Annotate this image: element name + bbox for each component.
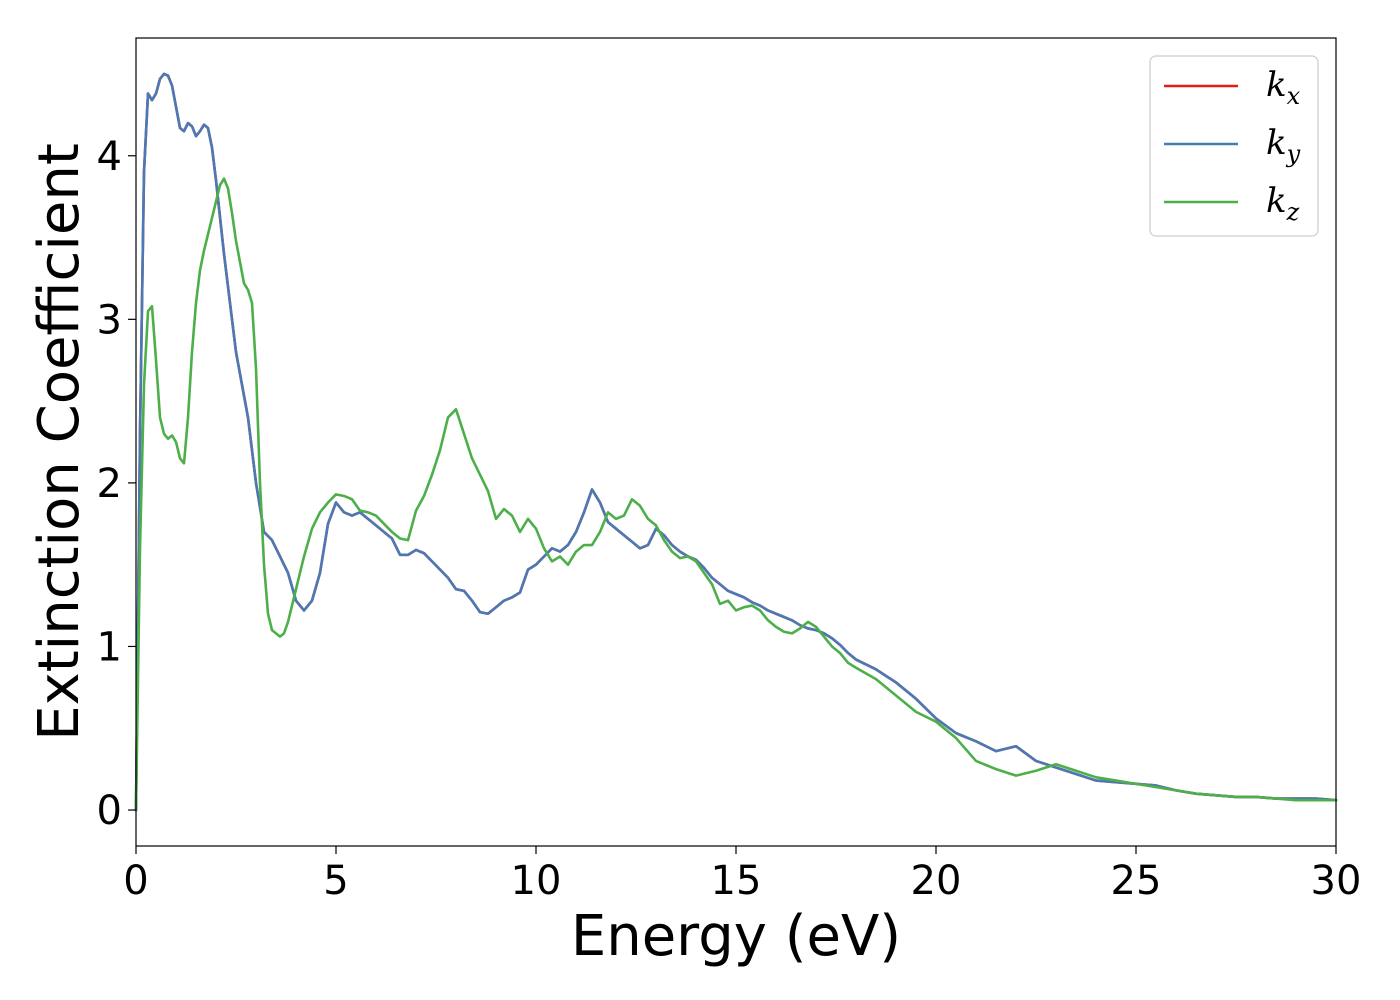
y-tick-label: 1	[97, 624, 122, 670]
y-axis: 0 1 2 3 4	[97, 134, 136, 834]
x-tick-label: 15	[711, 858, 762, 904]
legend: kx ky kz	[1149, 55, 1319, 237]
x-axis-title: Energy (eV)	[571, 904, 901, 969]
x-tick-label: 10	[511, 858, 562, 904]
y-axis-title: Extinction Coefficient	[27, 143, 92, 741]
legend-label-kx: kx	[1266, 65, 1301, 110]
x-tick-label: 30	[1311, 858, 1362, 904]
legend-label-ky: ky	[1266, 123, 1301, 168]
y-tick-label: 0	[97, 788, 122, 834]
legend-label-kz: kz	[1266, 181, 1300, 226]
x-tick-label: 5	[323, 858, 348, 904]
legend-frame	[1149, 55, 1319, 237]
y-tick-label: 3	[97, 297, 122, 343]
y-tick-label: 4	[97, 134, 122, 180]
x-tick-label: 0	[123, 858, 148, 904]
y-tick-label: 2	[97, 461, 122, 507]
series-layer	[134, 72, 1338, 812]
x-axis: 0 5 10 15 20 25 30	[123, 846, 1361, 904]
x-tick-label: 20	[911, 858, 962, 904]
x-tick-label: 25	[1111, 858, 1162, 904]
series-line-kz	[134, 177, 1338, 812]
series-line-ky	[134, 72, 1338, 812]
